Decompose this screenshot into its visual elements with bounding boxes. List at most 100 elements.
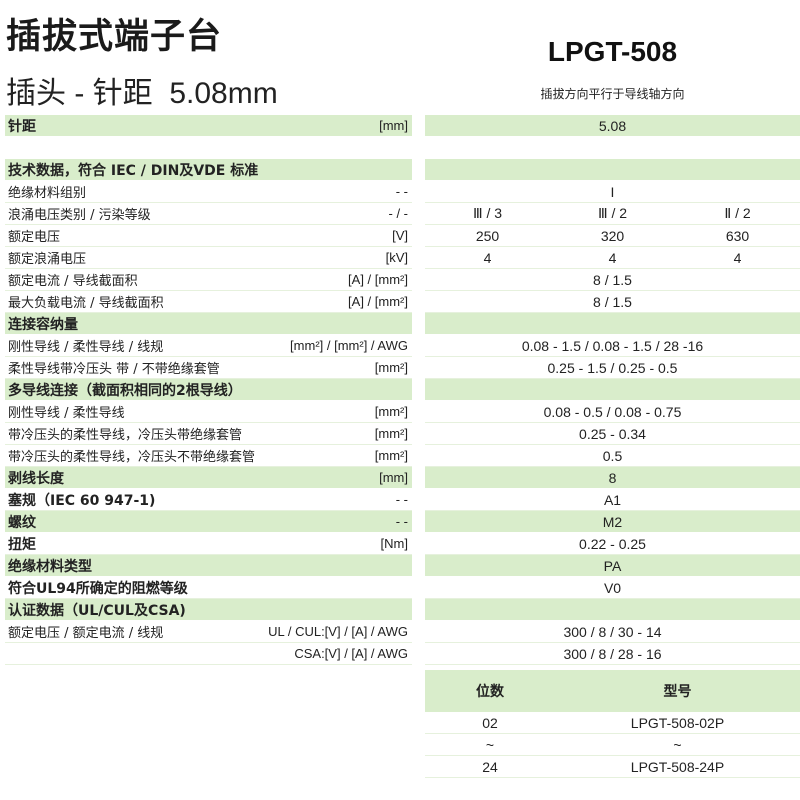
spec-label: 浪涌电压类别 / 污染等级 [8, 208, 151, 223]
spec-label-cell: 认证数据（UL/CUL及CSA) [5, 599, 412, 621]
spec-row: CSA:[V] / [A] / AWG 300 / 8 / 28 - 16 [0, 643, 800, 665]
spec-label: 带冷压头的柔性导线，冷压头带绝缘套管 [8, 428, 243, 443]
spec-value-cell: M2 [425, 511, 800, 533]
spec-label-cell: 扭矩 [Nm] [5, 533, 412, 555]
spec-value: 320 [600, 227, 625, 244]
spec-value: V0 [603, 579, 622, 596]
spec-value: 4 [608, 249, 617, 266]
product-row: ~ ~ [425, 734, 800, 756]
spec-label: 刚性导线 / 柔性导线 / 线规 [8, 340, 164, 355]
spec-value: 8 / 1.5 [593, 271, 632, 288]
spec-row: 刚性导线 / 柔性导线 / 线规 [mm²] / [mm²] / AWG 0.08 … [0, 335, 800, 357]
spec-value-cell: 8 / 1.5 [425, 269, 800, 291]
spec-value-cell [425, 313, 800, 335]
spec-label: 塞规（IEC 60 947-1) [8, 492, 156, 509]
spec-value: 0.08 - 1.5 / 0.08 - 1.5 / 28 -16 [521, 337, 704, 354]
spec-label-cell: 额定电流 / 导线截面积 [A] / [mm²] [5, 269, 412, 291]
spec-label: 剥线长度 [8, 470, 64, 487]
spec-label: 带冷压头的柔性导线，冷压头不带绝缘套管 [8, 450, 256, 465]
spec-label: 符合UL94所确定的阻燃等级 [8, 580, 188, 597]
spec-label: 额定电流 / 导线截面积 [8, 274, 138, 289]
spec-row: 绝缘材料组别 - - I [0, 181, 800, 203]
spec-label: 刚性导线 / 柔性导线 [8, 406, 125, 421]
spec-value-cell: 250 320 630 [425, 225, 800, 247]
spec-value: 8 / 1.5 [593, 293, 632, 310]
spec-value: 0.25 - 1.5 / 0.25 - 0.5 [547, 359, 678, 376]
spec-value: 8 [608, 469, 617, 486]
header-model: 型号 [663, 684, 692, 700]
spec-label: 额定浪涌电压 [8, 252, 87, 267]
spec-value-cell [425, 159, 800, 181]
spec-value-cell: PA [425, 555, 800, 577]
model-cell: ~ [673, 736, 682, 753]
section-header-row: 技术数据，符合 IEC / DIN及VDE 标准 [0, 159, 800, 181]
spec-unit: [V] [392, 228, 408, 243]
spec-label: 连接容纳量 [8, 316, 78, 333]
spec-unit: - - [395, 184, 408, 199]
spec-value: Ⅱ / 2 [724, 205, 751, 221]
spec-value: 4 [733, 249, 742, 266]
spec-unit: [kV] [385, 250, 408, 265]
spec-label-cell: 额定电压 [V] [5, 225, 412, 247]
spec-label: 多导线连接（截面积相同的2根导线） [8, 382, 242, 399]
section-header-row: 针距 [mm] 5.08 [0, 115, 800, 137]
spec-unit: - - [395, 514, 408, 529]
section-header-row: 连接容纳量 [0, 313, 800, 335]
spec-label-cell: 绝缘材料类型 [5, 555, 412, 577]
spec-label: 最大负载电流 / 导线截面积 [8, 296, 164, 311]
spec-value-cell: 8 [425, 467, 800, 489]
spec-row: 塞规（IEC 60 947-1) - - A1 [0, 489, 800, 511]
spec-value-cell: 0.5 [425, 445, 800, 467]
spec-label: 技术数据，符合 IEC / DIN及VDE 标准 [8, 162, 259, 179]
spec-row: 柔性导线带冷压头 带 / 不带绝缘套管 [mm²] 0.25 - 1.5 / 0.2… [0, 357, 800, 379]
spec-row: 刚性导线 / 柔性导线 [mm²] 0.08 - 0.5 / 0.08 - 0.75 [0, 401, 800, 423]
spec-label-cell: 剥线长度 [mm] [5, 467, 412, 489]
spec-row: 带冷压头的柔性导线，冷压头不带绝缘套管 [mm²] 0.5 [0, 445, 800, 467]
spec-value-cell: 8 / 1.5 [425, 291, 800, 313]
spec-unit: CSA:[V] / [A] / AWG [294, 646, 408, 661]
product-table-header: 位数 型号 [425, 670, 800, 712]
spacer-row [0, 137, 800, 159]
spec-label-cell: 螺纹 - - [5, 511, 412, 533]
spec-label-cell: 浪涌电压类别 / 污染等级 - / - [5, 203, 412, 225]
model-description: 插拔方向平行于导线轴方向 [540, 87, 685, 101]
spec-row: 最大负载电流 / 导线截面积 [A] / [mm²] 8 / 1.5 [0, 291, 800, 313]
spec-value-cell: 0.22 - 0.25 [425, 533, 800, 555]
spec-label-cell: 多导线连接（截面积相同的2根导线） [5, 379, 412, 401]
spec-label: 绝缘材料类型 [8, 558, 92, 575]
spec-value: M2 [602, 513, 623, 530]
page-subtitle: 插头 - 针距 5.08mm [6, 77, 278, 110]
spec-row: 额定浪涌电压 [kV] 4 4 4 [0, 247, 800, 269]
spec-unit: [mm²] [374, 448, 408, 463]
spec-value: 0.25 - 0.34 [579, 425, 646, 442]
spec-unit: UL / CUL:[V] / [A] / AWG [268, 624, 408, 639]
spec-label-cell: 额定浪涌电压 [kV] [5, 247, 412, 269]
spec-value-cell: A1 [425, 489, 800, 511]
product-row: 02 LPGT-508-02P [425, 712, 800, 734]
spec-value-cell: 0.25 - 1.5 / 0.25 - 0.5 [425, 357, 800, 379]
spec-unit: [Nm] [380, 536, 408, 551]
spec-value-cell: V0 [425, 577, 800, 599]
spec-row: 符合UL94所确定的阻燃等级 V0 [0, 577, 800, 599]
spec-label: 额定电压 / 额定电流 / 线规 [8, 626, 164, 641]
spec-label: 绝缘材料组别 [8, 186, 87, 201]
spec-value-cell: 0.08 - 0.5 / 0.08 - 0.75 [425, 401, 800, 423]
spec-row: 扭矩 [Nm] 0.22 - 0.25 [0, 533, 800, 555]
spec-label-cell: 连接容纳量 [5, 313, 412, 335]
spec-label-cell: 最大负载电流 / 导线截面积 [A] / [mm²] [5, 291, 412, 313]
spec-label-cell: 刚性导线 / 柔性导线 [mm²] [5, 401, 412, 423]
spec-value-cell: 300 / 8 / 30 - 14 [425, 621, 800, 643]
spec-table: 针距 [mm] 5.08 技术数据，符合 IEC / DIN及VDE 标准 绝缘材料组别… [0, 115, 800, 665]
spec-unit: [A] / [mm²] [348, 294, 408, 309]
spec-unit: [mm] [379, 118, 408, 133]
spec-unit: [mm] [379, 470, 408, 485]
spec-label-cell: 塞规（IEC 60 947-1) - - [5, 489, 412, 511]
spec-value: PA [603, 557, 622, 574]
spec-value: 630 [725, 227, 750, 244]
spec-unit: - / - [388, 206, 409, 221]
section-header-row: 绝缘材料类型 PA [0, 555, 800, 577]
spec-label-cell: 柔性导线带冷压头 带 / 不带绝缘套管 [mm²] [5, 357, 412, 379]
spec-value: 5.08 [598, 117, 627, 134]
spec-unit: [mm²] / [mm²] / AWG [290, 338, 408, 353]
spec-value: Ⅲ / 2 [597, 205, 628, 221]
